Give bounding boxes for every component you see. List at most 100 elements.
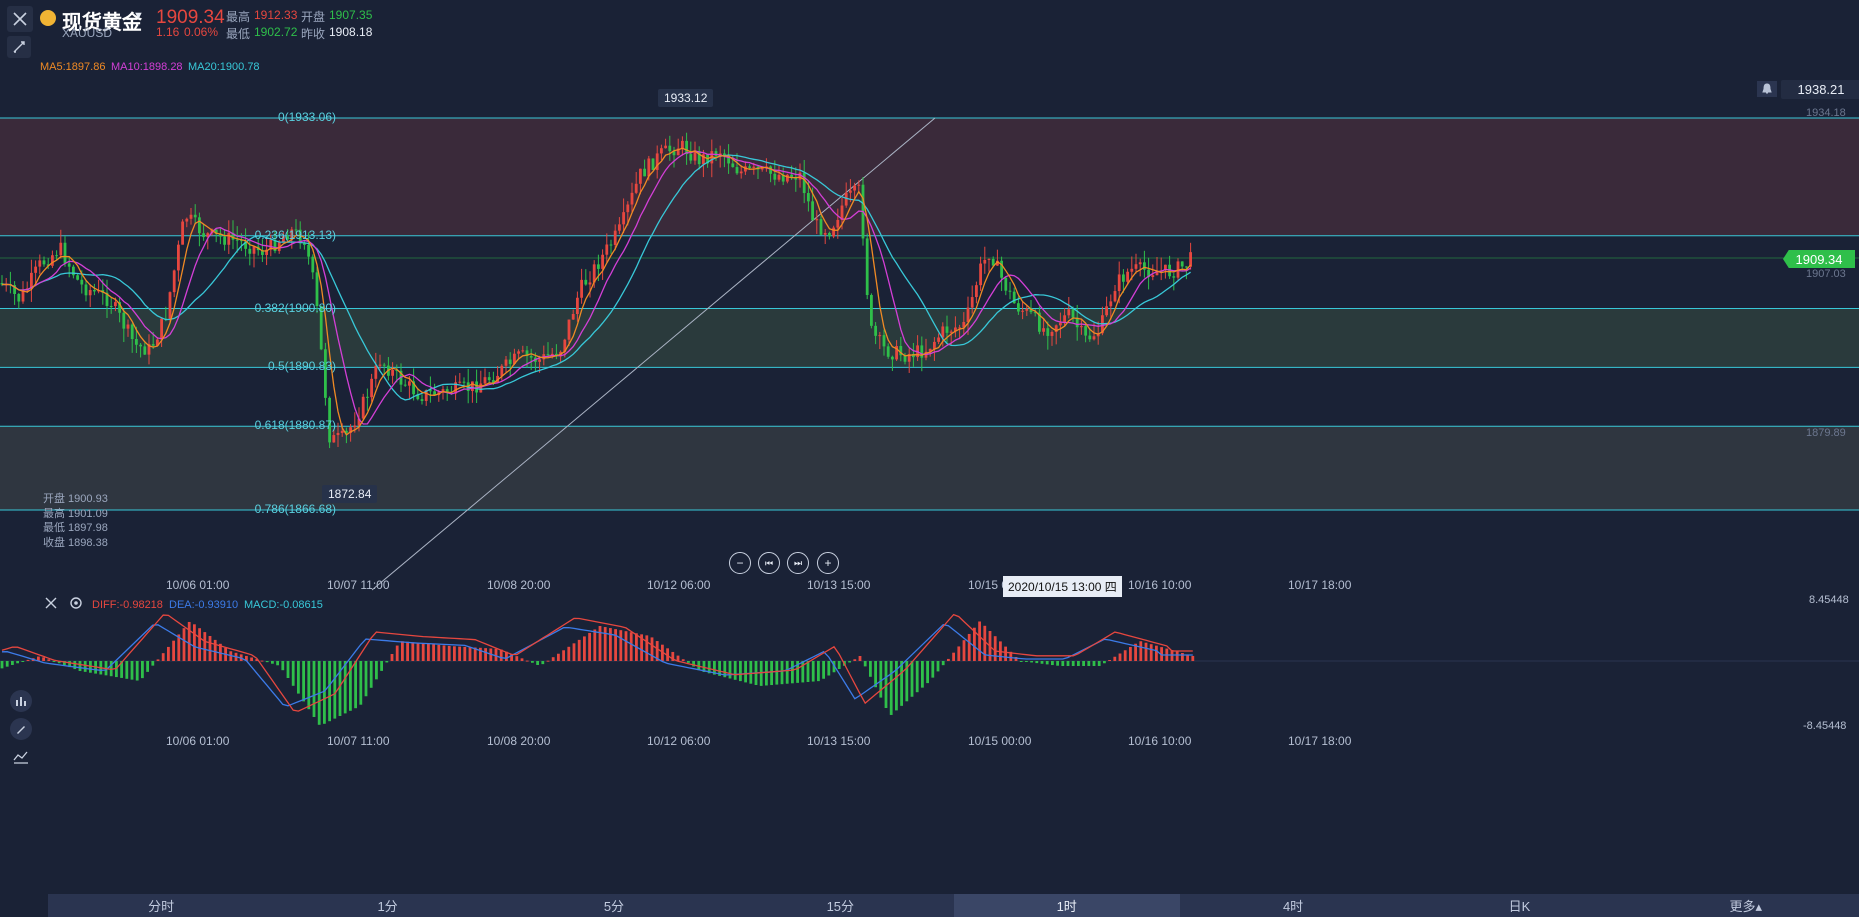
candle-body	[1105, 306, 1108, 316]
candle-body	[991, 258, 995, 266]
tab-timeframe[interactable]: 5分	[603, 899, 625, 914]
macd-histogram-bar	[801, 661, 805, 683]
candle-body	[433, 391, 436, 396]
macd-histogram-bar	[432, 644, 435, 661]
step-forward-button[interactable]: ⏭	[787, 552, 809, 574]
step-back-button[interactable]: ⏮	[758, 552, 780, 574]
fib-label: 0.618(1880.87)	[254, 418, 336, 433]
current-price: 1909.34	[156, 7, 225, 28]
macd-histogram-bar	[947, 658, 950, 661]
candle-body	[471, 381, 474, 392]
candle-body	[445, 389, 449, 393]
macd-histogram-bar	[427, 643, 430, 661]
candle-body	[895, 345, 898, 360]
close-icon	[45, 597, 57, 609]
candle-body	[907, 354, 911, 362]
candle-body	[156, 339, 159, 346]
indicator-button[interactable]	[10, 690, 32, 712]
macd-histogram-bar	[380, 661, 383, 671]
macd-histogram-bar	[993, 636, 997, 661]
candle-body	[521, 350, 525, 352]
candle-body	[731, 163, 735, 168]
zoom-in-button[interactable]: +	[817, 552, 839, 574]
macd-histogram-bar	[47, 659, 51, 661]
candle-body	[912, 354, 915, 358]
pencil-button[interactable]	[10, 718, 32, 740]
instrument-title[interactable]: 现货黄金	[62, 12, 142, 34]
tab-timeframe[interactable]: 4时	[1282, 899, 1304, 914]
candle-body	[458, 381, 462, 383]
macd-histogram-bar	[749, 661, 753, 684]
candle-body	[21, 290, 25, 302]
candle-body	[735, 167, 739, 174]
zoom-out-button[interactable]: −	[729, 552, 751, 574]
macd-histogram-bar	[531, 661, 534, 663]
candle-body	[1092, 336, 1096, 340]
line-tool-button[interactable]	[10, 746, 32, 768]
candle-body	[1012, 291, 1016, 304]
candle-body	[269, 239, 273, 250]
candle-body	[668, 145, 672, 152]
candle-body	[504, 359, 508, 366]
tab-timeframe[interactable]: 日K	[1508, 899, 1531, 914]
candle-body	[618, 224, 621, 231]
candle-body	[622, 212, 625, 225]
candle-body	[46, 264, 50, 266]
macd-histogram-bar	[135, 661, 139, 681]
candle-body	[219, 233, 222, 237]
candle-body	[601, 254, 604, 269]
macd-histogram-bar	[744, 661, 747, 683]
macd-histogram-bar	[572, 643, 576, 661]
macd-histogram-bar	[1129, 647, 1132, 661]
macd-histogram-bar	[286, 661, 290, 678]
candle-body	[324, 349, 327, 398]
alert-price-tag[interactable]: 1938.21	[1781, 80, 1859, 99]
macd-histogram-bar	[957, 646, 961, 661]
macd-histogram-bar	[603, 627, 607, 661]
candle-body	[80, 279, 84, 285]
macd-histogram-bar	[1149, 644, 1153, 661]
macd-histogram-bar	[739, 661, 742, 682]
macd-histogram-bar	[692, 661, 695, 667]
ma5-line	[1, 147, 1192, 436]
candle-body	[424, 390, 428, 401]
candle-body	[483, 377, 487, 384]
candle-body	[235, 239, 239, 241]
macd-histogram-bar	[161, 653, 165, 661]
candle-body	[139, 344, 142, 347]
close-button[interactable]	[7, 6, 33, 32]
candle-body	[836, 219, 840, 228]
tab-timeframe[interactable]: 1时	[953, 894, 1180, 917]
tab-timeframe[interactable]: 15分	[826, 899, 855, 914]
caret-down-icon[interactable]: ▼	[133, 10, 144, 22]
candle-body	[1050, 331, 1054, 336]
candle-body	[1054, 325, 1058, 332]
tab-timeframe[interactable]: 分时	[148, 899, 175, 914]
macd-histogram-bar	[1035, 661, 1039, 664]
tab-timeframe[interactable]: 1分	[377, 899, 398, 914]
draw-tool-button[interactable]	[7, 36, 31, 58]
macd-histogram-bar	[629, 632, 633, 661]
macd-histogram-bar	[369, 661, 373, 688]
candle-body	[802, 172, 806, 194]
macd-histogram-bar	[1051, 661, 1054, 666]
alert-button[interactable]	[1757, 81, 1777, 97]
tab-timeframe[interactable]: 更多▴	[1729, 899, 1763, 914]
fib-zone-low	[0, 426, 1859, 510]
candle-body	[588, 282, 592, 285]
candle-body	[1084, 326, 1087, 336]
macd-histogram-bar	[1155, 645, 1158, 661]
candle-body	[878, 335, 882, 337]
macd-histogram-bar	[11, 661, 14, 665]
macd-histogram-bar	[156, 659, 160, 661]
time-axis-label: 10/12 06:00	[647, 734, 711, 748]
candle-body	[1138, 262, 1142, 265]
macd-settings-button[interactable]	[69, 596, 83, 615]
time-axis-label: 10/08 20:00	[487, 734, 551, 748]
macd-histogram-bar	[1191, 655, 1195, 661]
macd-close-button[interactable]	[44, 596, 58, 615]
candle-body	[30, 272, 33, 289]
candle-body	[970, 297, 974, 308]
candle-body	[412, 381, 415, 395]
